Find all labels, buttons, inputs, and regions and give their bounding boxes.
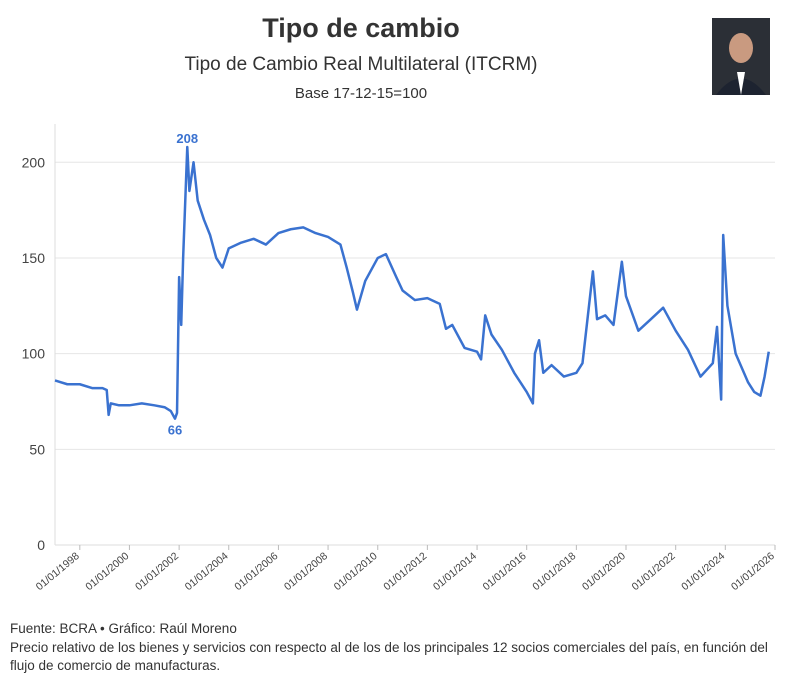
note: Precio relativo de los bienes y servicio… bbox=[10, 640, 768, 673]
y-tick-label: 200 bbox=[22, 154, 46, 170]
chart-subtitle: Tipo de Cambio Real Multilateral (ITCRM) bbox=[184, 54, 537, 75]
y-tick-label: 150 bbox=[22, 250, 46, 266]
x-tick-label: 01/01/2014 bbox=[431, 550, 479, 593]
x-tick-label: 01/01/2018 bbox=[530, 550, 578, 593]
x-tick-label: 01/01/2010 bbox=[332, 550, 380, 593]
annotation: 208 bbox=[176, 131, 198, 146]
x-tick-label: 01/01/2024 bbox=[679, 550, 727, 593]
x-tick-label: 01/01/2002 bbox=[133, 550, 181, 593]
chart: Tipo de cambio Tipo de Cambio Real Multi… bbox=[22, 13, 777, 593]
x-tick-label: 01/01/2012 bbox=[381, 550, 429, 593]
annotation: 66 bbox=[168, 423, 182, 438]
x-tick-label: 01/01/2004 bbox=[183, 550, 231, 593]
chart-subtitle-base: Base 17-12-15=100 bbox=[295, 85, 427, 102]
source: Fuente: BCRA • Gráfico: Raúl Moreno bbox=[10, 621, 237, 636]
x-tick-label: 01/01/2016 bbox=[481, 550, 529, 593]
x-tick-label: 01/01/1998 bbox=[34, 550, 82, 593]
series-line bbox=[54, 145, 770, 420]
x-tick-label: 01/01/2006 bbox=[232, 550, 280, 593]
author-photo bbox=[712, 18, 770, 95]
x-tick-label: 01/01/2008 bbox=[282, 550, 330, 593]
y-tick-label: 0 bbox=[37, 537, 45, 553]
chart-title: Tipo de cambio bbox=[262, 13, 460, 43]
x-tick-label: 01/01/2000 bbox=[83, 550, 131, 593]
x-tick-label: 01/01/2022 bbox=[630, 550, 678, 593]
y-tick-label: 100 bbox=[22, 346, 46, 362]
x-tick-label: 01/01/2026 bbox=[729, 550, 777, 593]
y-tick-label: 50 bbox=[29, 441, 45, 457]
x-tick-label: 01/01/2020 bbox=[580, 550, 628, 593]
